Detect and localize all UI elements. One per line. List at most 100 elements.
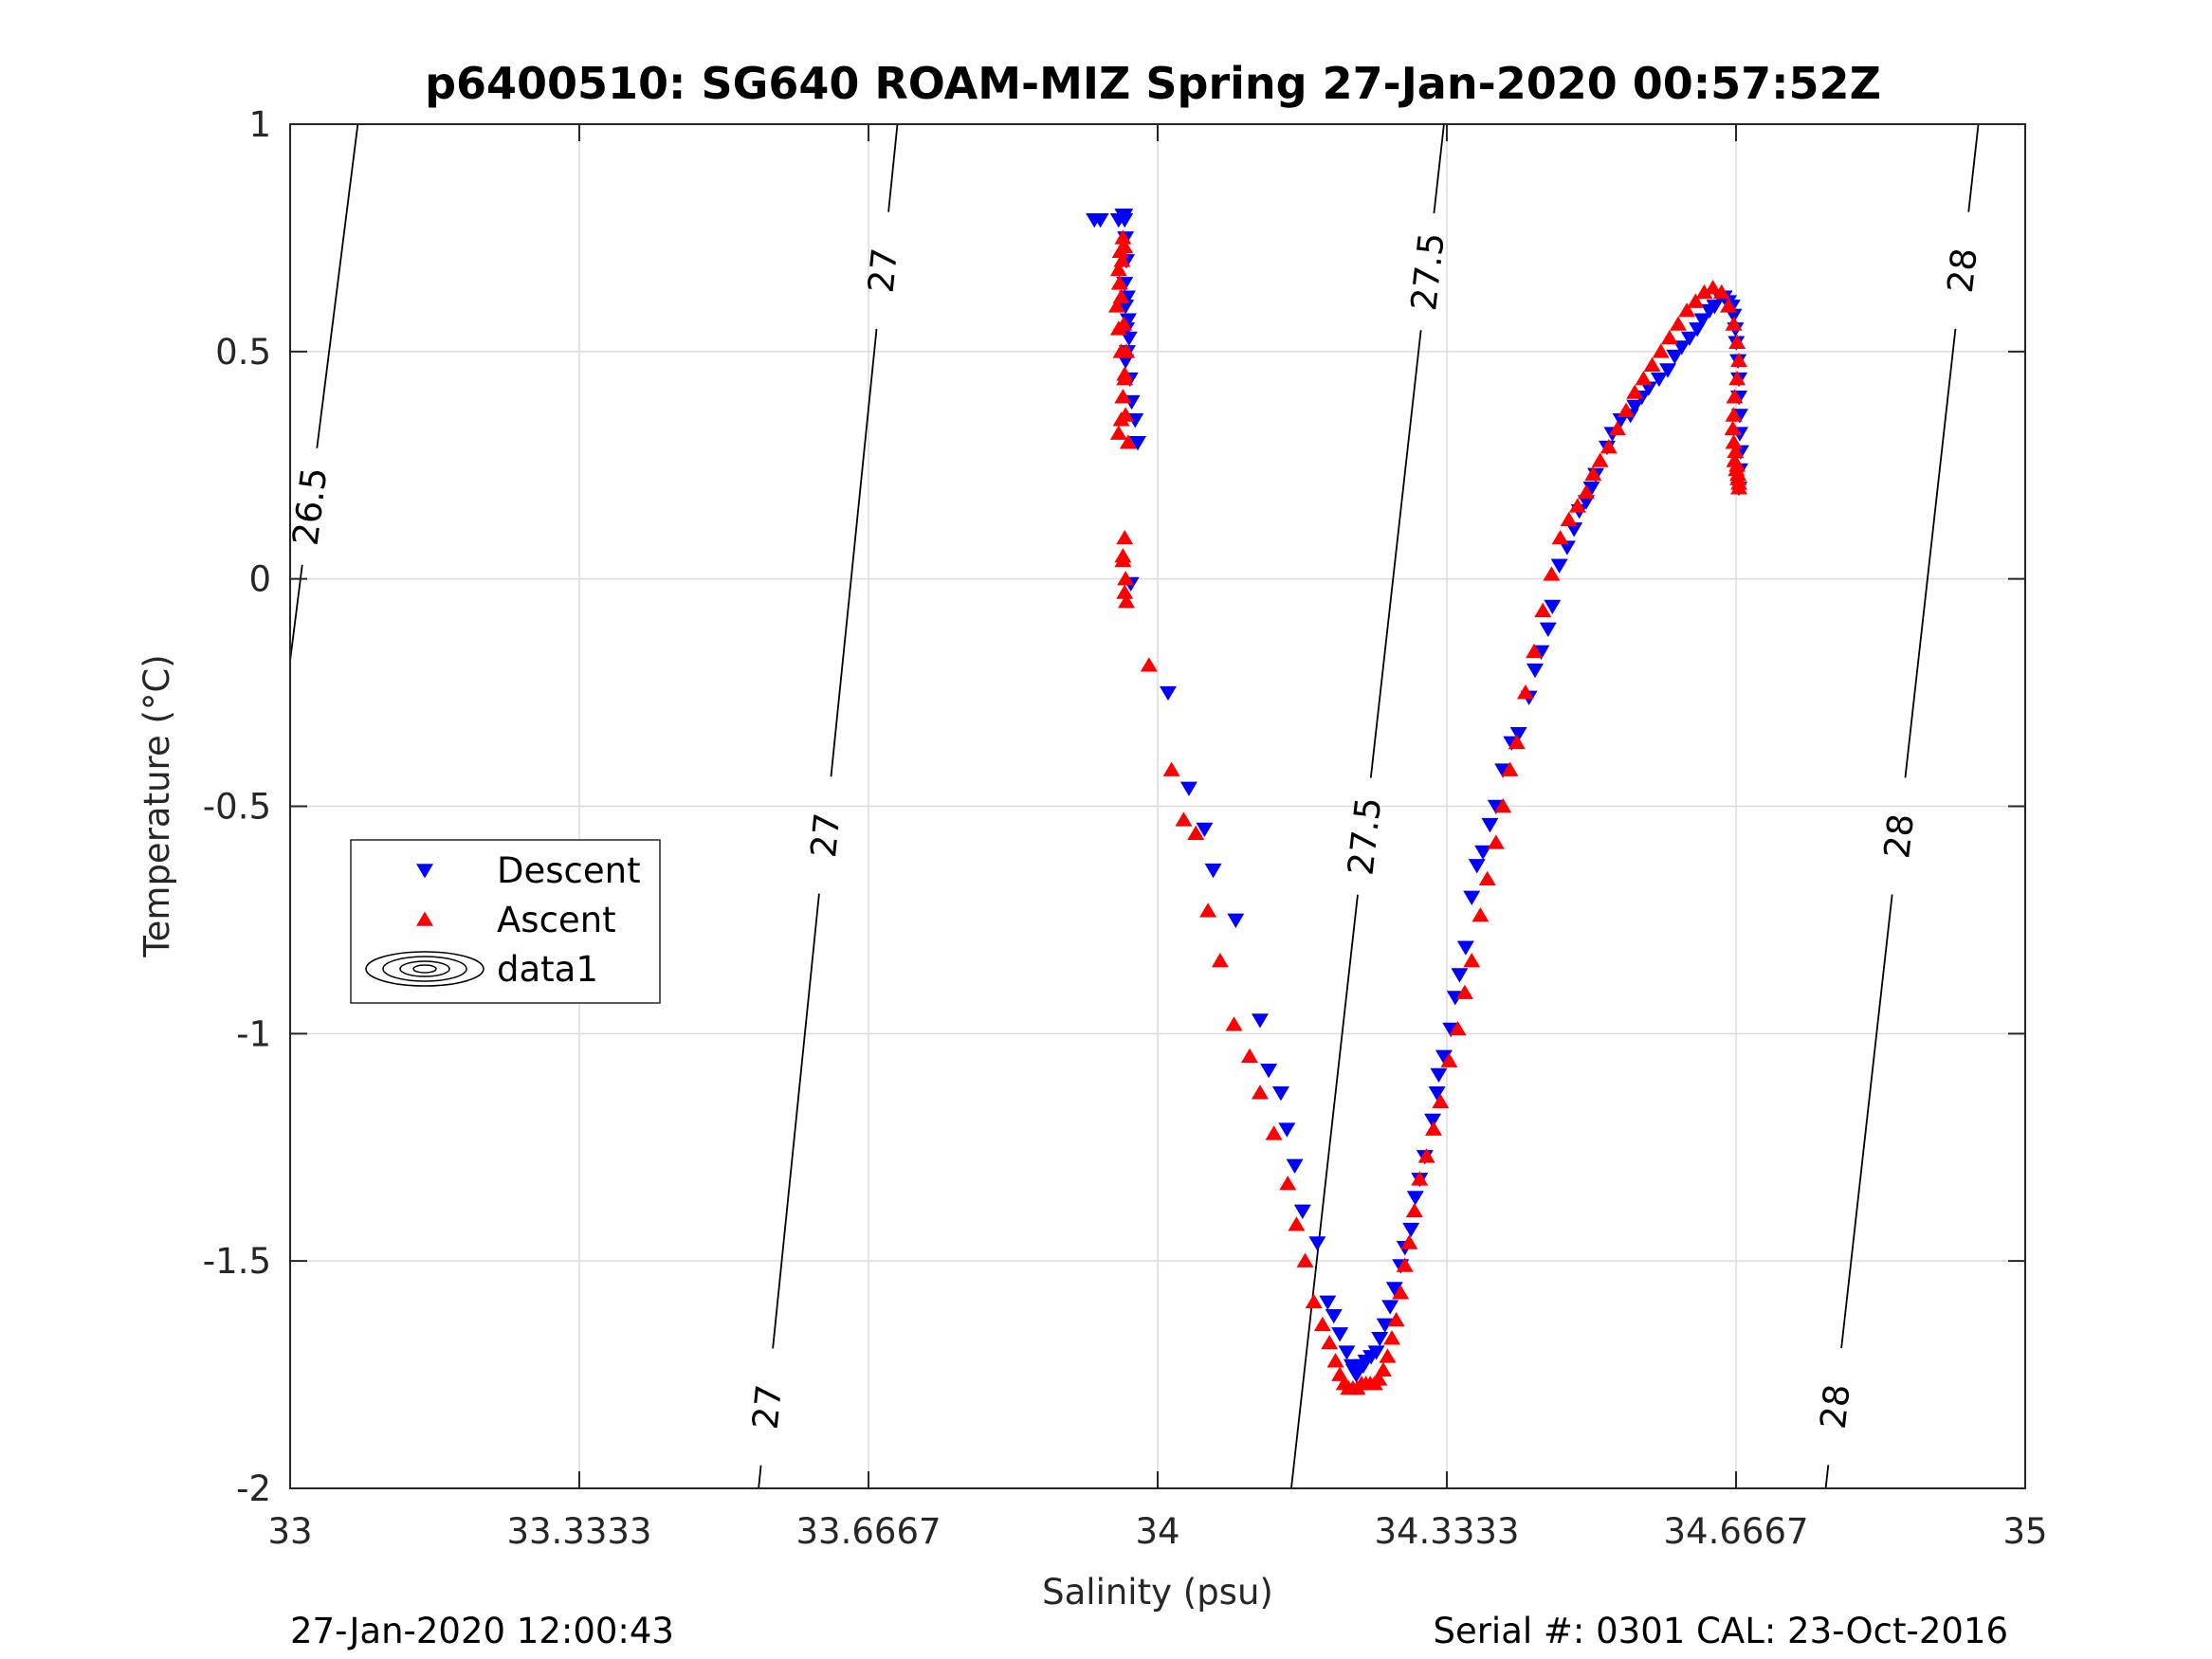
ascent-point bbox=[1678, 302, 1696, 318]
ascent-point bbox=[1117, 571, 1135, 586]
descent-point bbox=[1331, 1327, 1349, 1342]
descent-point bbox=[1435, 1049, 1453, 1065]
ascent-point bbox=[1225, 1016, 1243, 1031]
descent-point bbox=[1286, 1158, 1304, 1174]
descent-point bbox=[1159, 685, 1177, 702]
ascent-point bbox=[1118, 593, 1136, 609]
legend-contour-icon bbox=[412, 964, 437, 974]
isopycnal-line bbox=[1904, 328, 1957, 778]
descent-point bbox=[1293, 1204, 1311, 1219]
ascent-point bbox=[1251, 1085, 1269, 1100]
isopycnal-contours: 26.5 27 27 27 27.5 27.5 28 28 28 bbox=[285, 123, 1985, 1489]
ascent-point bbox=[1712, 283, 1730, 300]
ascent-point bbox=[1432, 1093, 1450, 1109]
ascent-point bbox=[1584, 465, 1602, 482]
descent-point bbox=[1402, 1222, 1420, 1238]
ascent-point bbox=[1591, 452, 1609, 467]
ascent-point bbox=[1117, 407, 1135, 422]
ascent-point bbox=[1724, 420, 1742, 436]
descent-point bbox=[1179, 781, 1197, 796]
isopycnal-line bbox=[758, 1465, 762, 1489]
x-tick-label: 33.3333 bbox=[506, 1511, 651, 1552]
ascent-point bbox=[1116, 584, 1134, 599]
ascent-point bbox=[1110, 275, 1128, 290]
ascent-point bbox=[1725, 316, 1743, 331]
isopycnal-line bbox=[289, 564, 303, 662]
isopycnal-label: 28 bbox=[1813, 1382, 1858, 1431]
descent-point bbox=[1509, 727, 1527, 742]
x-axis-label: Salinity (psu) bbox=[1042, 1572, 1273, 1613]
descent-point bbox=[1381, 1300, 1399, 1315]
ascent-point bbox=[1175, 811, 1193, 827]
descent-point bbox=[1463, 890, 1481, 905]
descent-point bbox=[1204, 863, 1222, 879]
descent-point bbox=[1526, 663, 1545, 679]
ascent-point bbox=[1726, 452, 1744, 467]
ascent-point bbox=[1494, 797, 1512, 813]
ascent-point bbox=[1417, 1148, 1435, 1163]
ascent-point bbox=[1387, 1311, 1405, 1327]
isopycnal-label: 28 bbox=[1876, 811, 1922, 861]
ascent-point bbox=[1107, 298, 1125, 313]
ascent-point bbox=[1321, 1334, 1339, 1350]
ascent-point bbox=[1396, 1257, 1414, 1272]
descent-point bbox=[1666, 349, 1684, 365]
descent-point bbox=[1308, 1236, 1326, 1251]
ascent-point bbox=[1374, 1361, 1392, 1377]
y-tick-label: -2 bbox=[236, 1468, 271, 1509]
x-tick-label: 34.3333 bbox=[1374, 1511, 1519, 1552]
descent-point bbox=[1474, 845, 1492, 861]
descent-point bbox=[1251, 1013, 1269, 1029]
isopycnal-line bbox=[316, 123, 359, 448]
ascent-point bbox=[1478, 870, 1496, 885]
descent-point bbox=[1424, 1113, 1442, 1129]
ascent-point bbox=[1687, 293, 1705, 308]
descent-point bbox=[1582, 481, 1600, 497]
ascent-point bbox=[1729, 470, 1747, 485]
legend-contour-icon bbox=[365, 951, 484, 987]
isopycnal-label: 27.5 bbox=[1403, 230, 1453, 313]
ascent-point bbox=[1727, 443, 1745, 459]
ascent-point bbox=[1211, 953, 1229, 968]
isopycnal-label: 27 bbox=[861, 246, 906, 295]
axis-ticks: 33 33.3333 33.6667 34 34.3333 34.6667 35 -2 -1.5… bbox=[203, 104, 2048, 1552]
ascent-point bbox=[1400, 1234, 1418, 1249]
ascent-point bbox=[1383, 1330, 1401, 1345]
ascent-point bbox=[1578, 483, 1596, 500]
ascent-point bbox=[1392, 1285, 1410, 1300]
x-tick-label: 33 bbox=[267, 1511, 312, 1552]
ascent-point bbox=[1140, 657, 1158, 672]
ascent-point bbox=[1704, 280, 1722, 295]
ascent-point bbox=[1326, 1353, 1344, 1368]
ascent-point bbox=[1111, 243, 1129, 259]
ascent-point bbox=[1116, 529, 1134, 545]
isopycnal-line bbox=[1369, 330, 1422, 778]
ascent-point bbox=[1526, 643, 1544, 659]
ascent-point bbox=[1508, 734, 1526, 750]
isopycnal-label: 28 bbox=[1940, 246, 1985, 295]
descent-point bbox=[1430, 1067, 1448, 1084]
footer-timestamp: 27-Jan-2020 12:00:43 bbox=[290, 1611, 674, 1651]
descent-point bbox=[1338, 1345, 1356, 1360]
descent-point bbox=[1693, 313, 1711, 328]
descent-point bbox=[1325, 1308, 1343, 1324]
isopycnal-label: 27 bbox=[745, 1383, 791, 1431]
isopycnal-line bbox=[772, 893, 820, 1349]
ascent-point bbox=[1449, 1020, 1467, 1036]
y-tick-label: -1.5 bbox=[203, 1241, 271, 1282]
ascent-point bbox=[1600, 439, 1618, 454]
isopycnal-line bbox=[1967, 123, 1980, 212]
ascent-point bbox=[1370, 1371, 1388, 1386]
legend-label: data1 bbox=[497, 949, 598, 990]
ascent-point bbox=[1501, 761, 1519, 776]
ascent-point bbox=[1455, 984, 1473, 999]
ascent-point bbox=[1118, 343, 1136, 358]
ascent-point bbox=[1720, 298, 1738, 313]
descent-point bbox=[1271, 1085, 1289, 1102]
ascent-point bbox=[1652, 343, 1670, 358]
ascent-point bbox=[1516, 684, 1534, 700]
x-tick-label: 34 bbox=[1135, 1511, 1179, 1552]
legend: Descent Ascent data1 bbox=[350, 839, 661, 1004]
x-tick-label: 35 bbox=[2002, 1511, 2047, 1552]
descent-point bbox=[1544, 599, 1562, 614]
